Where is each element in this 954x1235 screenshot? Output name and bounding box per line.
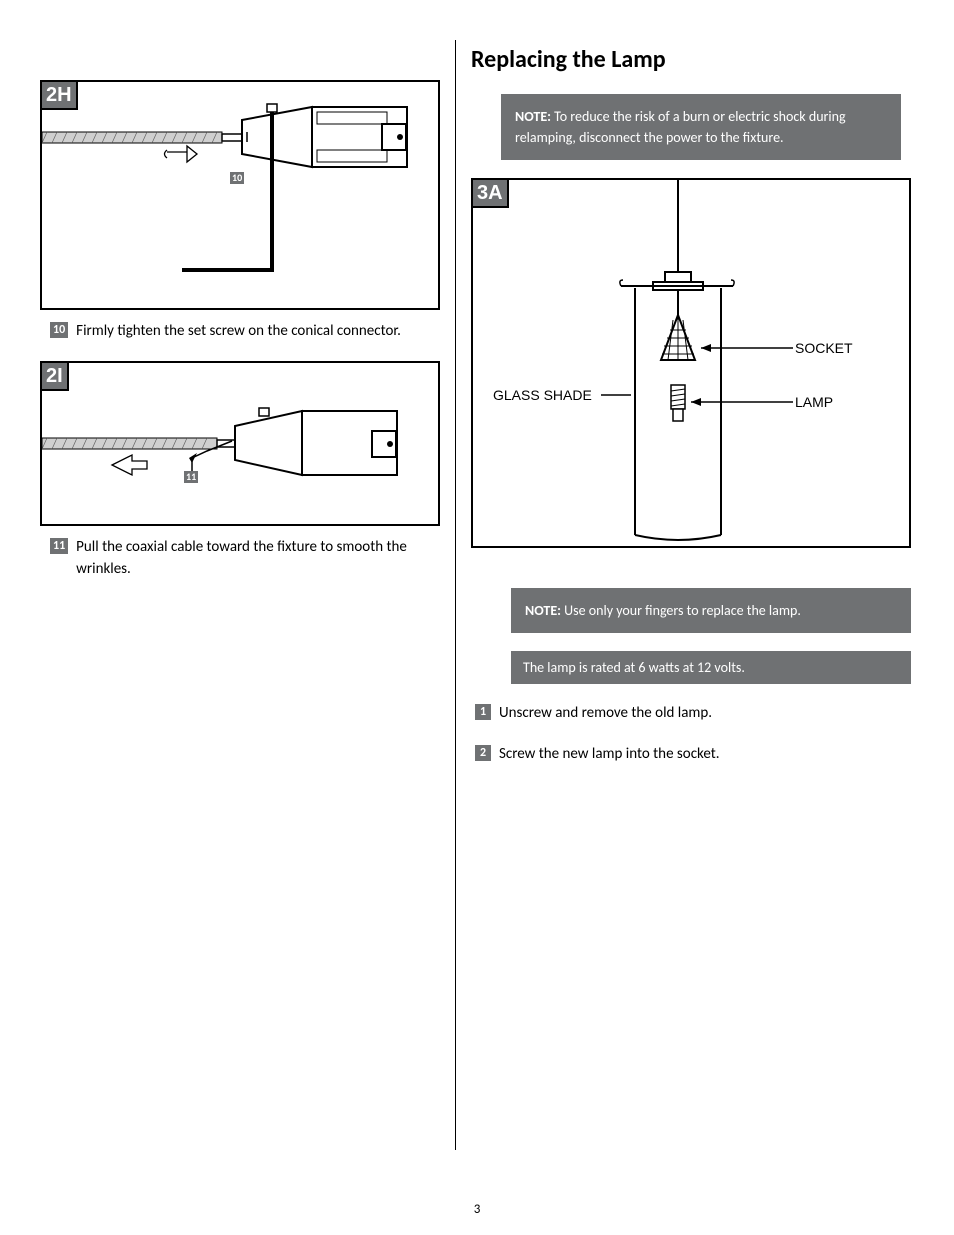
info-box: The lamp is rated at 6 watts at 12 volts… <box>511 651 911 684</box>
document-page: 2H <box>0 0 954 1235</box>
section-title: Replacing the Lamp <box>471 45 905 74</box>
figure-2h-diagram <box>42 82 437 308</box>
step-text-10: Firmly tighten the set screw on the coni… <box>76 320 440 343</box>
step-1-row: 1 Unscrew and remove the old lamp. <box>475 702 905 725</box>
step-number-1: 1 <box>475 704 491 720</box>
step-number-10: 10 <box>50 322 68 338</box>
info-text: The lamp is rated at 6 watts at 12 volts… <box>523 659 745 676</box>
figure-3a: 3A <box>471 178 911 548</box>
right-column: Replacing the Lamp NOTE: To reduce the r… <box>455 40 905 1150</box>
step-number-11: 11 <box>50 538 68 554</box>
note-text-2: Use only your fingers to replace the lam… <box>561 602 801 619</box>
figure-label-2i: 2I <box>40 361 69 391</box>
note-box-2: NOTE: Use only your fingers to replace t… <box>511 588 911 633</box>
left-arrow-icon <box>112 455 147 475</box>
note-text-1: To reduce the risk of a burn or electric… <box>515 108 846 146</box>
left-column: 2H <box>40 40 455 1150</box>
step-text-11: Pull the coaxial cable toward the fixtur… <box>76 536 440 581</box>
step-text-2: Screw the new lamp into the socket. <box>499 743 905 766</box>
step-number-2: 2 <box>475 745 491 761</box>
figure-2i: 2I <box>40 361 440 526</box>
figure-2h: 2H <box>40 80 440 310</box>
svg-text:GLASS SHADE: GLASS SHADE <box>493 387 592 403</box>
figure-3a-diagram: SOCKET LAMP GLASS SHADE <box>473 180 909 546</box>
svg-text:SOCKET: SOCKET <box>795 340 853 356</box>
rotate-arrow-icon <box>165 146 198 162</box>
step-text-1: Unscrew and remove the old lamp. <box>499 702 905 725</box>
callout-badge-10: 10 <box>230 172 244 184</box>
figure-label-3a: 3A <box>471 178 509 208</box>
svg-text:LAMP: LAMP <box>795 394 833 410</box>
figure-label-2h: 2H <box>40 80 78 110</box>
figure-2i-diagram <box>42 363 437 524</box>
note-box-1: NOTE: To reduce the risk of a burn or el… <box>501 94 901 160</box>
callout-badge-11: 11 <box>184 471 198 483</box>
step-10-row: 10 Firmly tighten the set screw on the c… <box>50 320 440 343</box>
note-label-2: NOTE: <box>525 602 561 619</box>
page-number: 3 <box>474 1202 481 1217</box>
step-11-row: 11 Pull the coaxial cable toward the fix… <box>50 536 440 581</box>
two-column-layout: 2H <box>40 40 914 1150</box>
step-2-row: 2 Screw the new lamp into the socket. <box>475 743 905 766</box>
note-label-1: NOTE: <box>515 108 551 125</box>
